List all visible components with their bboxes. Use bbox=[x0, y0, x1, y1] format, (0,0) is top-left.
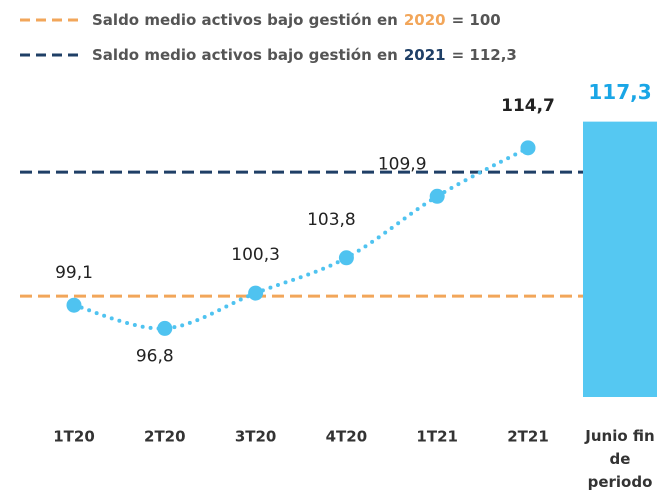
point bbox=[520, 140, 536, 156]
x-tick-label: 4T20 bbox=[326, 428, 368, 446]
legend-value: = 112,3 bbox=[452, 46, 517, 64]
x-tick-label: 1T20 bbox=[53, 428, 95, 446]
bar-label: 117,3 bbox=[588, 80, 651, 104]
x-tick-label: 1T21 bbox=[416, 428, 458, 446]
line bbox=[72, 145, 530, 331]
data-label: 99,1 bbox=[55, 263, 93, 283]
data-label: 100,3 bbox=[231, 245, 280, 265]
bar-category-label: Junio fin de periodo bbox=[585, 427, 655, 491]
legend-year: 2020 bbox=[404, 11, 446, 29]
x-tick-label: 2T21 bbox=[507, 428, 549, 446]
legend-name: Saldo medio activos bajo gestión en bbox=[92, 11, 398, 29]
legend-entry: Saldo medio activos bajo gestión en 2020 =… bbox=[92, 11, 501, 29]
bar bbox=[583, 121, 657, 397]
data-label: 109,9 bbox=[378, 154, 427, 174]
point bbox=[157, 320, 173, 336]
point bbox=[248, 285, 264, 301]
data-label: 103,8 bbox=[307, 210, 356, 230]
point bbox=[429, 188, 445, 204]
x-tick-label: 2T20 bbox=[144, 428, 186, 446]
legend-entry: Saldo medio activos bajo gestión en 2021 =… bbox=[92, 46, 517, 64]
data-label: 114,7 bbox=[501, 96, 555, 116]
point bbox=[338, 250, 354, 266]
legend-value: = 100 bbox=[452, 11, 501, 29]
x-tick-label: 3T20 bbox=[235, 428, 277, 446]
legend-year: 2021 bbox=[404, 46, 446, 64]
data-label: 96,8 bbox=[136, 346, 174, 366]
point bbox=[66, 297, 82, 313]
legend-name: Saldo medio activos bajo gestión en bbox=[92, 46, 398, 64]
